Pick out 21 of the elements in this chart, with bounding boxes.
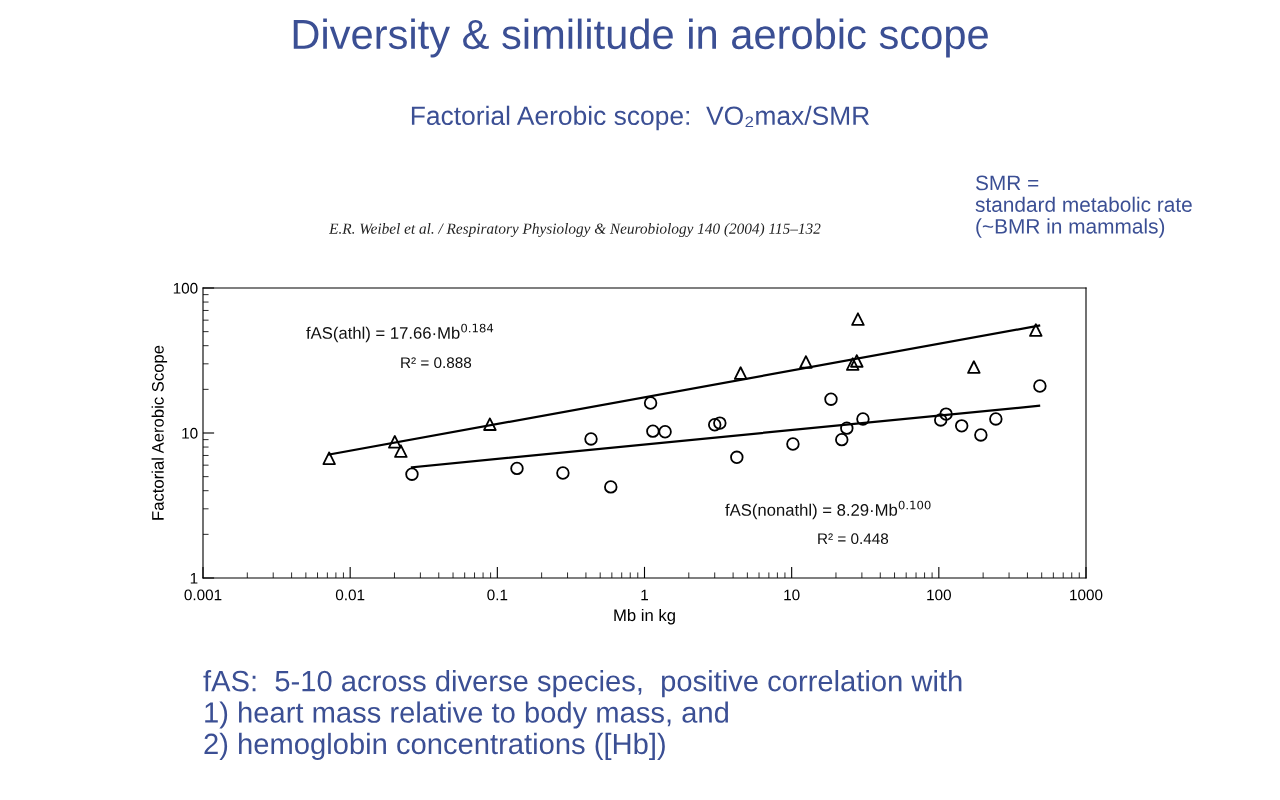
- annotation: R² = 0.888: [401, 357, 472, 369]
- x-tick-label: 0.001: [184, 589, 222, 601]
- y-axis-title: Factorial Aerobic Scope: [151, 345, 168, 520]
- x-axis-title: Mb in kg: [614, 608, 675, 625]
- chart-subtitle: Factorial Aerobic scope: VO₂max/SMR: [411, 105, 870, 131]
- annotation: fAS(nonathl) = 8.29·Mb$^{0.100}$: [725, 500, 931, 520]
- x-tick-label: 0.1: [487, 589, 508, 601]
- y-tick-label: 100: [173, 282, 198, 294]
- annotation: fAS(athl) = 17.66·Mb$^{0.184}$: [306, 323, 494, 343]
- text: SMR = standard metabolic rate (~BMR in mammals): [975, 175, 1192, 238]
- y-tick-label: 10: [182, 427, 198, 439]
- x-tick-label: 1: [641, 589, 648, 601]
- x-tick-label: 0.01: [335, 589, 365, 601]
- chart-title: Diversity & similitude in aerobic scope: [293, 18, 988, 58]
- text: fAS: 5-10 across diverse species, positive correlation with 1) heart mass relative to body mass, and 2) hemoglobin concentrations ([Hb]): [203, 670, 962, 761]
- x-tick-label: 100: [927, 589, 951, 601]
- annotation: R² = 0.448: [818, 533, 889, 545]
- text: E.R. Weibel et al. / Respiratory Physiology & Neurobiology 140 (2004) 115–132: [328, 223, 821, 237]
- x-tick-label: 10: [784, 589, 800, 601]
- x-tick-label: 1000: [1070, 589, 1103, 601]
- y-tick-label: 1: [190, 573, 198, 584]
